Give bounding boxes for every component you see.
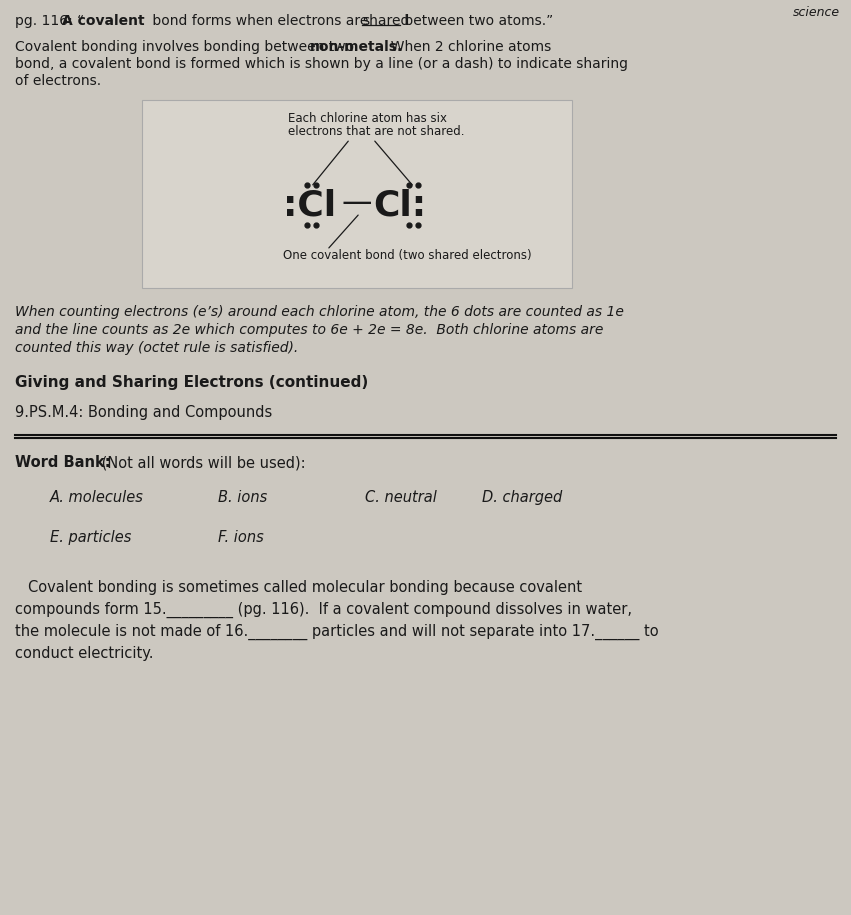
Text: and the line counts as 2e which computes to 6e + 2e = 8e.  Both chlorine atoms a: and the line counts as 2e which computes… [15, 323, 603, 337]
Text: counted this way (octet rule is satisfied).: counted this way (octet rule is satisfie… [15, 341, 298, 355]
Text: When counting electrons (e’s) around each chlorine atom, the 6 dots are counted : When counting electrons (e’s) around eac… [15, 305, 624, 319]
Text: bond, a covalent bond is formed which is shown by a line (or a dash) to indicate: bond, a covalent bond is formed which is… [15, 57, 628, 71]
Text: Cl:: Cl: [373, 188, 426, 222]
Text: shared: shared [362, 14, 409, 28]
Text: B. ions: B. ions [218, 490, 267, 505]
Text: :Cl: :Cl [283, 188, 336, 222]
Text: conduct electricity.: conduct electricity. [15, 646, 153, 661]
Text: When 2 chlorine atoms: When 2 chlorine atoms [382, 40, 551, 54]
Text: between two atoms.”: between two atoms.” [400, 14, 553, 28]
FancyBboxPatch shape [142, 100, 572, 288]
Text: of electrons.: of electrons. [15, 74, 101, 88]
Text: Each chlorine atom has six: Each chlorine atom has six [288, 112, 447, 125]
Text: Covalent bonding is sometimes called molecular bonding because covalent: Covalent bonding is sometimes called mol… [28, 580, 582, 595]
Text: —: — [342, 188, 372, 218]
Text: non-metals.: non-metals. [310, 40, 403, 54]
Text: 9.PS.M.4: Bonding and Compounds: 9.PS.M.4: Bonding and Compounds [15, 405, 272, 420]
Text: Covalent bonding involves bonding between two: Covalent bonding involves bonding betwee… [15, 40, 358, 54]
Text: (Not all words will be used):: (Not all words will be used): [97, 455, 306, 470]
Text: Word Bank:: Word Bank: [15, 455, 111, 470]
Text: pg. 116: “: pg. 116: “ [15, 14, 84, 28]
Text: A. molecules: A. molecules [50, 490, 144, 505]
Text: C. neutral: C. neutral [365, 490, 437, 505]
Text: the molecule is not made of 16.________ particles and will not separate into 17.: the molecule is not made of 16.________ … [15, 624, 659, 640]
Text: science: science [793, 6, 840, 19]
Text: F. ions: F. ions [218, 530, 264, 545]
Text: compounds form 15._________ (pg. 116).  If a covalent compound dissolves in wate: compounds form 15._________ (pg. 116). I… [15, 602, 632, 619]
Text: Giving and Sharing Electrons (continued): Giving and Sharing Electrons (continued) [15, 375, 368, 390]
Text: E. particles: E. particles [50, 530, 131, 545]
Text: electrons that are not shared.: electrons that are not shared. [288, 125, 465, 138]
Text: A covalent: A covalent [62, 14, 145, 28]
Text: bond forms when electrons are: bond forms when electrons are [148, 14, 373, 28]
Text: One covalent bond (two shared electrons): One covalent bond (two shared electrons) [283, 249, 532, 262]
Text: D. charged: D. charged [482, 490, 563, 505]
